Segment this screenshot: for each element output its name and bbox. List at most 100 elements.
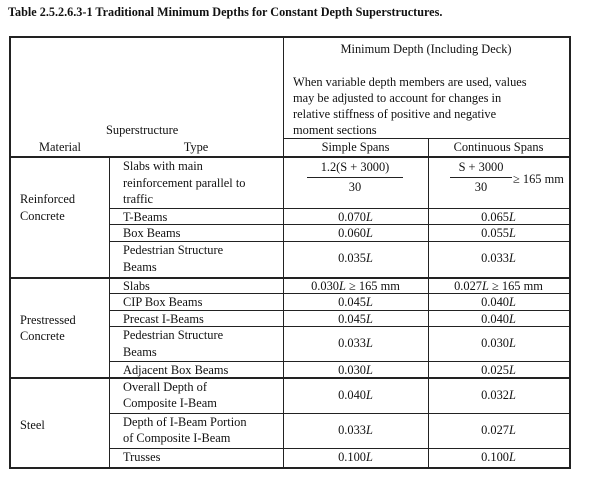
simple-spans-heading: Simple Spans xyxy=(321,140,390,154)
span-length-symbol: L xyxy=(508,423,516,437)
type-cell: Precast I-Beams xyxy=(123,312,204,326)
continuous-span-value: 0.025L xyxy=(428,362,569,378)
depth-coefficient: 0.025 xyxy=(481,363,509,377)
minimum-limit: ≥ 165 mm xyxy=(345,279,400,293)
depth-coefficient: 0.040 xyxy=(338,388,366,402)
type-cell: of Composite I-Beam xyxy=(123,431,231,445)
depth-table: Minimum Depth (Including Deck) When vari… xyxy=(9,36,571,469)
type-cell: Beams xyxy=(123,345,157,359)
depth-coefficient: 0.045 xyxy=(338,312,366,326)
depth-coefficient: 0.040 xyxy=(481,295,509,309)
span-length-symbol: L xyxy=(482,279,489,293)
span-length-symbol: L xyxy=(339,279,346,293)
depth-coefficient: 0.045 xyxy=(338,295,366,309)
rule-row xyxy=(109,361,569,362)
type-cell: T-Beams xyxy=(123,210,168,224)
type-heading: Type xyxy=(183,140,209,154)
depth-coefficient: 0.033 xyxy=(481,251,509,265)
depth-coefficient: 0.033 xyxy=(338,336,366,350)
depth-coefficient: 0.100 xyxy=(338,450,366,464)
min-depth-heading: Minimum Depth (Including Deck) xyxy=(340,42,512,56)
span-length-symbol: L xyxy=(365,336,373,350)
depth-coefficient: 0.065 xyxy=(481,210,509,224)
span-length-symbol: L xyxy=(508,251,516,265)
span-length-symbol: L xyxy=(508,312,516,326)
depth-coefficient: 0.033 xyxy=(338,423,366,437)
span-length-symbol: L xyxy=(508,210,516,224)
rule-row xyxy=(109,293,569,294)
type-cell: traffic xyxy=(123,192,154,206)
span-length-symbol: L xyxy=(508,336,516,350)
divider-material-type xyxy=(109,158,110,469)
type-cell: Trusses xyxy=(123,450,161,464)
rule-row xyxy=(109,413,569,414)
depth-coefficient: 0.060 xyxy=(338,226,366,240)
span-length-symbol: L xyxy=(365,450,373,464)
simple-span-value: 0.040L xyxy=(283,387,428,403)
depth-coefficient: 0.070 xyxy=(338,210,366,224)
minimum-limit: ≥ 165 mm xyxy=(488,279,543,293)
span-length-symbol: L xyxy=(365,363,373,377)
depth-coefficient: 0.040 xyxy=(481,312,509,326)
material-label: Concrete xyxy=(20,209,65,223)
type-cell: Composite I-Beam xyxy=(123,396,217,410)
type-cell: Pedestrian Structure xyxy=(123,243,224,257)
continuous-slab-formula: S + 3000 30 xyxy=(450,160,512,195)
note-line: moment sections xyxy=(293,123,377,137)
fraction-numerator: 1.2(S + 3000) xyxy=(307,160,403,178)
material-label: Reinforced xyxy=(20,192,76,206)
span-length-symbol: L xyxy=(365,210,373,224)
span-length-symbol: L xyxy=(508,226,516,240)
rule-row xyxy=(109,448,569,449)
simple-span-value: 0.100L xyxy=(283,449,428,465)
simple-slab-formula: 1.2(S + 3000) 30 xyxy=(307,160,403,195)
material-label: Steel xyxy=(20,418,45,432)
type-cell: reinforcement parallel to xyxy=(123,176,246,190)
divider-type-simple xyxy=(283,38,284,469)
span-length-symbol: L xyxy=(365,423,373,437)
material-heading: Material xyxy=(39,140,81,154)
rule-under-headers xyxy=(11,156,569,158)
continuous-spans-heading: Continuous Spans xyxy=(453,140,544,154)
rule-group xyxy=(11,277,569,279)
span-length-symbol: L xyxy=(365,312,373,326)
type-cell: Pedestrian Structure xyxy=(123,328,224,342)
type-cell: Overall Depth of xyxy=(123,380,207,394)
simple-span-value: 0.033L xyxy=(283,335,428,351)
span-length-symbol: L xyxy=(365,295,373,309)
depth-coefficient: 0.032 xyxy=(481,388,509,402)
span-length-symbol: L xyxy=(365,251,373,265)
depth-coefficient: 0.030 xyxy=(311,279,339,293)
simple-span-value: 0.030L ≥ 165 mm xyxy=(283,278,428,294)
continuous-span-value: 0.032L xyxy=(428,387,569,403)
type-cell: Adjacent Box Beams xyxy=(123,363,229,377)
rule-row xyxy=(109,208,569,209)
continuous-span-value: 0.040L xyxy=(428,311,569,327)
continuous-span-value: 0.027L ≥ 165 mm xyxy=(428,278,569,294)
continuous-span-value: 0.027L xyxy=(428,422,569,438)
continuous-slab-limit: ≥ 165 mm xyxy=(513,172,564,186)
rule-row xyxy=(109,326,569,327)
rule-row xyxy=(109,241,569,242)
span-length-symbol: L xyxy=(508,450,516,464)
span-length-symbol: L xyxy=(365,388,373,402)
span-length-symbol: L xyxy=(365,226,373,240)
continuous-span-value: 0.040L xyxy=(428,294,569,310)
note-line: may be adjusted to account for changes i… xyxy=(293,91,502,105)
type-cell: Beams xyxy=(123,260,157,274)
continuous-span-value: 0.055L xyxy=(428,225,569,241)
simple-span-value: 0.045L xyxy=(283,294,428,310)
simple-span-value: 0.045L xyxy=(283,311,428,327)
rule-under-note xyxy=(283,138,569,139)
depth-coefficient: 0.055 xyxy=(481,226,509,240)
note-line: When variable depth members are used, va… xyxy=(293,75,527,89)
type-cell: Slabs with main xyxy=(123,159,203,173)
divider-simple-continuous xyxy=(428,138,429,469)
table-title: Table 2.5.2.6.3-1 Traditional Minimum De… xyxy=(8,5,443,19)
simple-span-value: 0.033L xyxy=(283,422,428,438)
simple-span-value: 0.035L xyxy=(283,250,428,266)
continuous-span-value: 0.033L xyxy=(428,250,569,266)
rule-row xyxy=(109,224,569,225)
depth-coefficient: 0.035 xyxy=(338,251,366,265)
simple-span-value: 0.060L xyxy=(283,225,428,241)
